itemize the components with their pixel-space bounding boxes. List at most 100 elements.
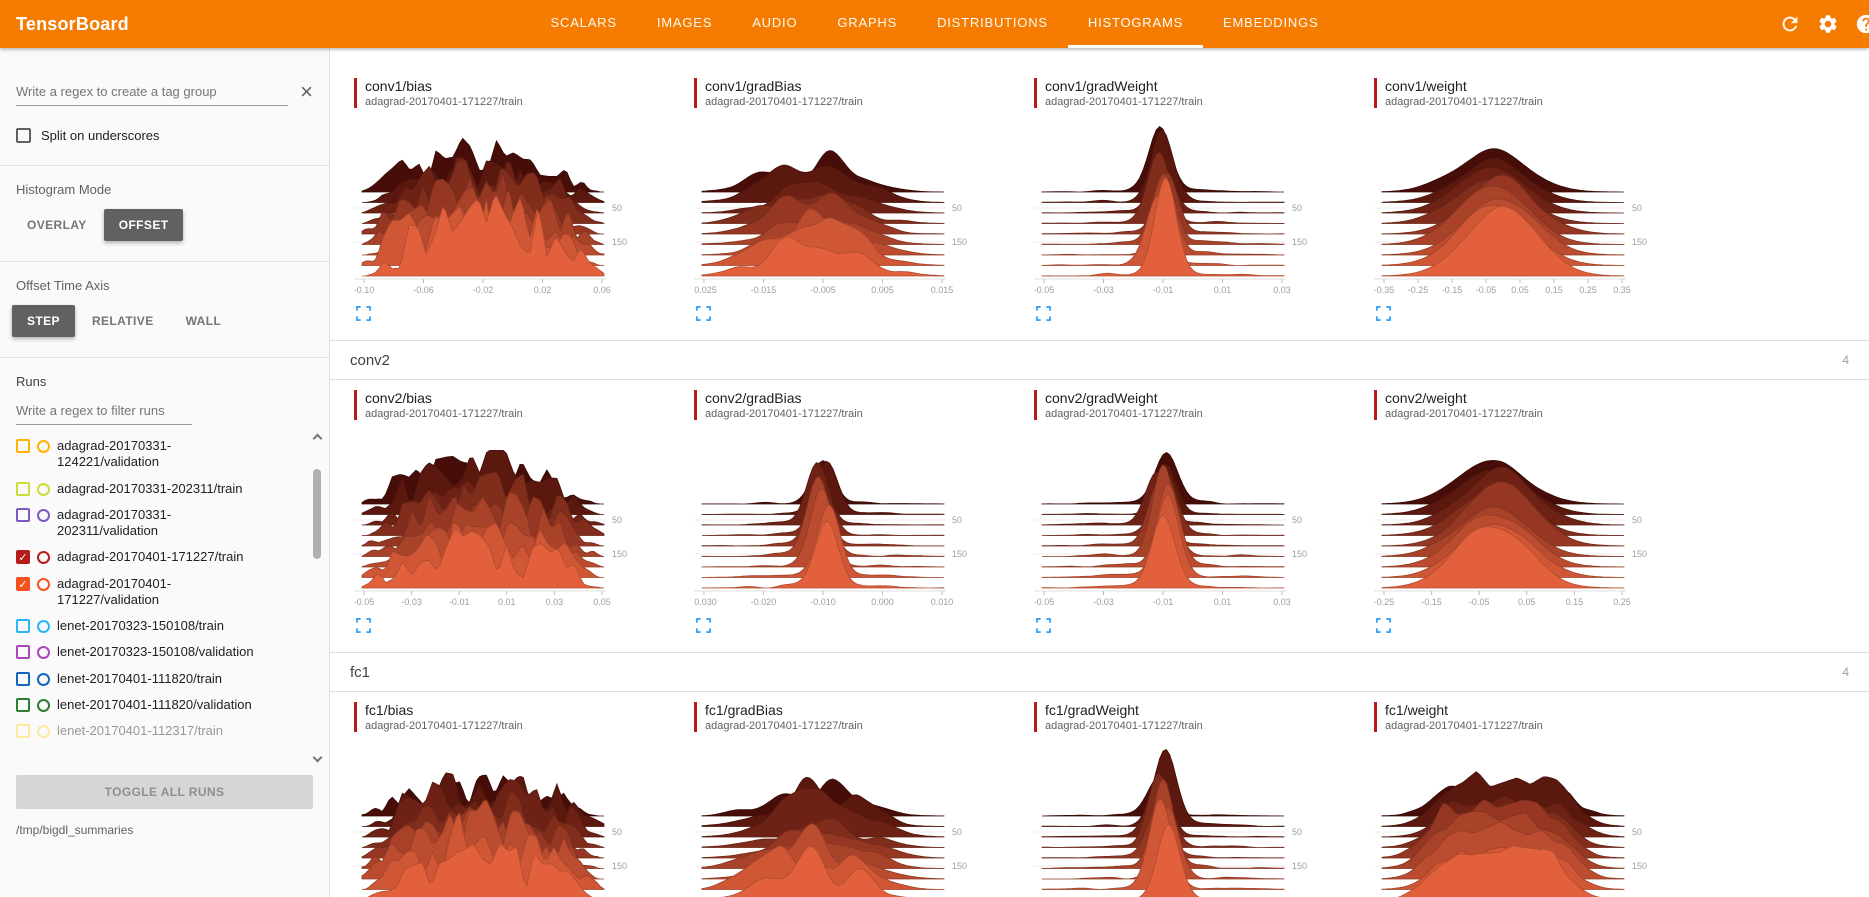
refresh-icon[interactable] [1779,13,1801,35]
run-checkbox[interactable] [16,507,30,522]
section-header-fc1[interactable]: fc1 4 [330,652,1869,692]
card-run: adagrad-20170401-171227/train [705,96,863,108]
toggle-all-runs-button[interactable]: TOGGLE ALL RUNS [16,775,313,809]
run-item[interactable]: lenet-20170401-111820/train [16,666,301,692]
svg-text:-0.01: -0.01 [1153,285,1174,295]
svg-text:0.010: 0.010 [931,597,954,607]
run-checkbox[interactable] [16,671,30,686]
tab-scalars[interactable]: SCALARS [550,15,617,30]
run-checkbox[interactable] [16,439,30,453]
card-head: fc1/gradWeight adagrad-20170401-171227/tr… [1034,702,1354,732]
scrollbar-thumb[interactable] [313,469,321,559]
run-checkbox[interactable] [16,697,30,712]
expand-icon [1036,618,1051,633]
run-checkbox[interactable]: ✓ [16,576,30,591]
run-color-circle[interactable] [37,482,50,496]
run-checkbox[interactable]: ✓ [16,550,30,565]
run-color-circle[interactable] [37,646,50,660]
run-color-circle[interactable] [37,725,50,738]
run-item[interactable]: lenet-20170401-111820/validation [16,692,301,718]
histogram-card: conv2/gradWeight adagrad-20170401-171227/… [1024,382,1364,644]
card-tag: conv1/bias [365,78,432,94]
svg-text:-0.03: -0.03 [1093,597,1114,607]
run-color-circle[interactable] [37,440,50,453]
histogram-plot[interactable]: 50 150 -0.05 -0.03 -0.01 0.01 0.03 0.05 [354,424,672,614]
histogram-plot[interactable]: 50 150 -0.025 -0.015 -0.005 0.005 0.015 [694,112,1012,302]
histogram-plot[interactable]: 50 150 -0.35 -0.25 -0.15 -0.05 0.05 0.15 0.25 0.3… [1374,112,1692,302]
settings-icon[interactable] [1817,13,1839,35]
run-color-circle[interactable] [37,508,50,522]
expand-button[interactable] [1036,306,1054,324]
expand-button[interactable] [1376,306,1394,324]
histogram-card: fc1/gradBias adagrad-20170401-171227/trai… [684,694,1024,897]
expand-button[interactable] [696,618,714,636]
tab-graphs[interactable]: GRAPHS [837,15,898,30]
run-color-circle[interactable] [37,698,50,712]
histogram-plot[interactable]: 50 150 -0.05 -0.03 -0.01 0.01 0.03 [1034,112,1352,302]
run-color-circle[interactable] [37,672,50,686]
run-label: lenet-20170401-111820/validation [57,696,252,712]
run-item[interactable]: ✓ adagrad-20170401-171227/validation [16,571,301,614]
card-tag: conv2/gradBias [705,390,802,406]
histogram-plot[interactable]: 50 150 -0.030 -0.020 -0.010 0.000 0.010 [694,424,1012,614]
histogram-plot[interactable]: 50 150 [1034,736,1352,897]
section-name: fc1 [350,663,371,681]
clear-regex-icon[interactable]: × [300,79,313,104]
expand-button[interactable] [356,618,374,636]
run-checkbox[interactable] [16,619,30,633]
card-head: conv2/weight adagrad-20170401-171227/trai… [1374,390,1694,420]
histogram-plot[interactable]: 50 150 -0.05 -0.03 -0.01 0.01 0.03 [1034,424,1352,614]
offset-axis-wall-button[interactable]: WALL [171,305,237,337]
svg-text:50: 50 [1292,515,1302,525]
histogram-plot[interactable]: 50 150 [354,736,672,897]
histogram-mode-overlay-button[interactable]: OVERLAY [12,209,102,241]
run-item[interactable]: adagrad-20170331-202311/validation [16,502,301,545]
expand-button[interactable] [1036,618,1054,636]
run-item[interactable]: lenet-20170401-112317/train [16,718,301,744]
tab-histograms[interactable]: HISTOGRAMS [1067,0,1204,48]
card-run: adagrad-20170401-171227/train [1385,720,1543,732]
svg-text:-0.02: -0.02 [473,285,494,295]
svg-text:-0.030: -0.030 [694,597,717,607]
tag-regex-input[interactable] [16,78,289,106]
tab-embeddings[interactable]: EMBEDDINGS [1223,15,1319,30]
svg-text:-0.06: -0.06 [413,285,434,295]
expand-button[interactable] [356,306,374,324]
expand-button[interactable] [696,306,714,324]
histogram-plot[interactable]: 50 150 [694,736,1012,897]
histogram-plot[interactable]: 50 150 -0.25 -0.15 -0.05 0.05 0.15 0.25 [1374,424,1692,614]
run-checkbox[interactable] [16,724,30,738]
svg-text:150: 150 [952,549,967,559]
run-color-circle[interactable] [37,577,50,591]
scroll-down-icon[interactable] [312,752,322,763]
section-header-conv2[interactable]: conv2 4 [330,340,1869,380]
run-checkbox[interactable] [16,645,30,660]
histogram-plot[interactable]: 50 150 -0.10 -0.06 -0.02 0.02 0.06 [354,112,672,302]
svg-text:-0.01: -0.01 [449,597,470,607]
run-item[interactable]: ✓ adagrad-20170401-171227/train [16,544,301,570]
offset-axis-relative-button[interactable]: RELATIVE [77,305,169,337]
run-checkbox[interactable] [16,481,30,496]
histogram-plot[interactable]: 50 150 [1374,736,1692,897]
tab-images[interactable]: IMAGES [656,15,713,30]
help-icon[interactable] [1855,13,1869,35]
run-item[interactable]: lenet-20170323-150108/train [16,613,301,639]
split-underscores-checkbox[interactable]: Split on underscores [16,128,313,143]
main-content: conv1/bias adagrad-20170401-171227/train 5… [330,48,1869,897]
tab-audio[interactable]: AUDIO [752,15,798,30]
histogram-mode-offset-button[interactable]: OFFSET [103,209,184,241]
expand-button[interactable] [1376,618,1394,636]
run-item[interactable]: adagrad-20170331-202311/train [16,476,301,502]
run-color-circle[interactable] [37,551,50,565]
svg-text:150: 150 [612,237,627,247]
offset-axis-step-button[interactable]: STEP [12,305,75,337]
run-color-circle[interactable] [37,620,50,633]
svg-text:0.01: 0.01 [498,597,516,607]
run-filter-input[interactable] [16,397,192,425]
tab-distributions[interactable]: DISTRIBUTIONS [937,15,1048,30]
header-actions [1779,13,1869,35]
run-item[interactable]: lenet-20170323-150108/validation [16,639,301,665]
histogram-card: fc1/bias adagrad-20170401-171227/train 50 1… [344,694,684,897]
run-item[interactable]: adagrad-20170331-124221/validation [16,433,301,476]
scroll-up-icon[interactable] [312,433,322,444]
